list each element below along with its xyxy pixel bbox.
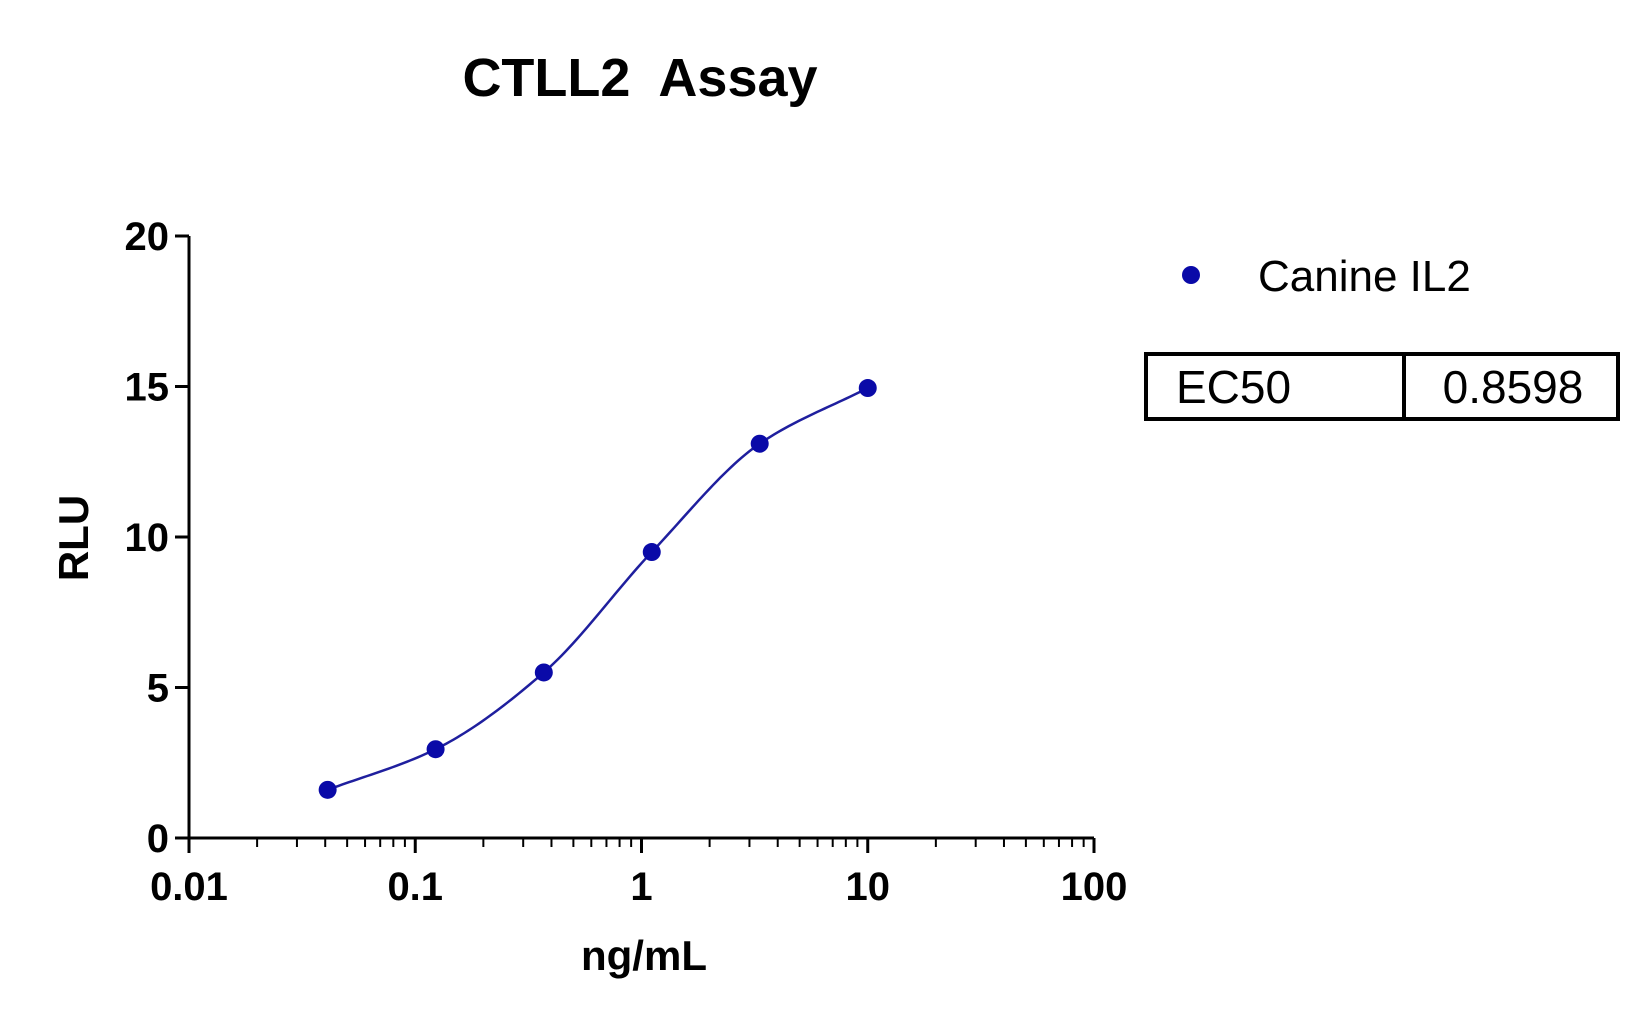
ec50-value: 0.8598	[1443, 361, 1584, 413]
x-tick-label: 100	[1061, 865, 1128, 909]
axes: 0 5 10 15 20 0.01 0.1 1 10 100	[125, 215, 1128, 909]
ec50-table-border	[1144, 352, 1620, 421]
y-tick-label: 15	[125, 366, 170, 410]
fit-curve-layer	[327, 386, 869, 792]
legend-label: Canine IL2	[1258, 252, 1471, 301]
data-point	[642, 543, 661, 562]
chart-title: CTLL2 Assay	[462, 48, 817, 108]
data-point	[426, 740, 445, 759]
y-tick-label: 5	[147, 667, 169, 711]
x-axis-label: ng/mL	[581, 932, 707, 979]
ec50-table: EC50 0.8598	[1144, 352, 1620, 421]
fit-curve	[327, 386, 869, 792]
y-tick-label: 0	[147, 817, 169, 861]
x-tick-label: 1	[630, 865, 652, 909]
x-tick-label: 0.01	[150, 865, 228, 909]
legend-marker	[1182, 266, 1200, 284]
data-point	[318, 780, 337, 799]
data-point	[534, 663, 553, 682]
legend: Canine IL2	[1182, 252, 1471, 301]
y-axis-label: RLU	[50, 495, 97, 581]
y-tick-label: 10	[125, 516, 170, 560]
x-tick-label: 0.1	[387, 865, 443, 909]
data-points-layer	[318, 379, 877, 799]
x-tick-label: 10	[846, 865, 891, 909]
data-point	[858, 379, 877, 398]
data-point	[750, 434, 769, 453]
y-tick-label: 20	[125, 215, 170, 259]
ec50-label: EC50	[1176, 361, 1291, 413]
